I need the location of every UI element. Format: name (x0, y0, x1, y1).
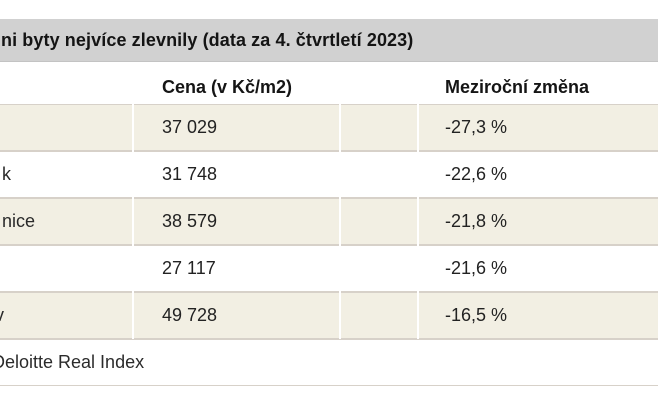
price-cell: 38 579 (134, 198, 339, 245)
change-cell: -21,6 % (419, 245, 658, 292)
spacer-cell (341, 198, 417, 245)
change-cell: -27,3 % (419, 104, 658, 151)
table-row: 37 029 -27,3 % (0, 104, 658, 151)
change-cell: -21,8 % (419, 198, 658, 245)
source-row: Deloitte Real Index (0, 339, 658, 386)
city-cell: nice (0, 198, 132, 245)
change-cell: -16,5 % (419, 292, 658, 339)
change-column-header: Meziroční změna (419, 62, 658, 104)
table-row: v 49 728 -16,5 % (0, 292, 658, 339)
spacer-cell (341, 292, 417, 339)
city-cell: k (0, 151, 132, 198)
table-row: k 31 748 -22,6 % (0, 151, 658, 198)
price-cell: 49 728 (134, 292, 339, 339)
change-cell: -22,6 % (419, 151, 658, 198)
price-cell: 31 748 (134, 151, 339, 198)
city-cell (0, 245, 132, 292)
price-cell: 27 117 (134, 245, 339, 292)
city-column-header (0, 62, 132, 104)
price-table: Cena (v Kč/m2) Meziroční změna 37 029 -2… (0, 62, 658, 386)
city-fragment: v (0, 305, 4, 326)
source-cell: Deloitte Real Index (0, 339, 658, 386)
spacer-cell (341, 151, 417, 198)
spacer-cell (341, 245, 417, 292)
spacer-cell (341, 104, 417, 151)
table-row: 27 117 -21,6 % (0, 245, 658, 292)
spacer-column-header (341, 62, 417, 104)
table-title: ni byty nejvíce zlevnily (data za 4. čtv… (1, 30, 414, 50)
table-title-bar: ni byty nejvíce zlevnily (data za 4. čtv… (0, 19, 658, 62)
price-column-header: Cena (v Kč/m2) (134, 62, 339, 104)
price-cell: 37 029 (134, 104, 339, 151)
header-row: Cena (v Kč/m2) Meziroční změna (0, 62, 658, 104)
table-row: nice 38 579 -21,8 % (0, 198, 658, 245)
city-cell: v (0, 292, 132, 339)
city-fragment: nice (2, 211, 36, 231)
source-text: Deloitte Real Index (0, 352, 145, 372)
city-cell (0, 104, 132, 151)
city-fragment: k (2, 164, 11, 184)
